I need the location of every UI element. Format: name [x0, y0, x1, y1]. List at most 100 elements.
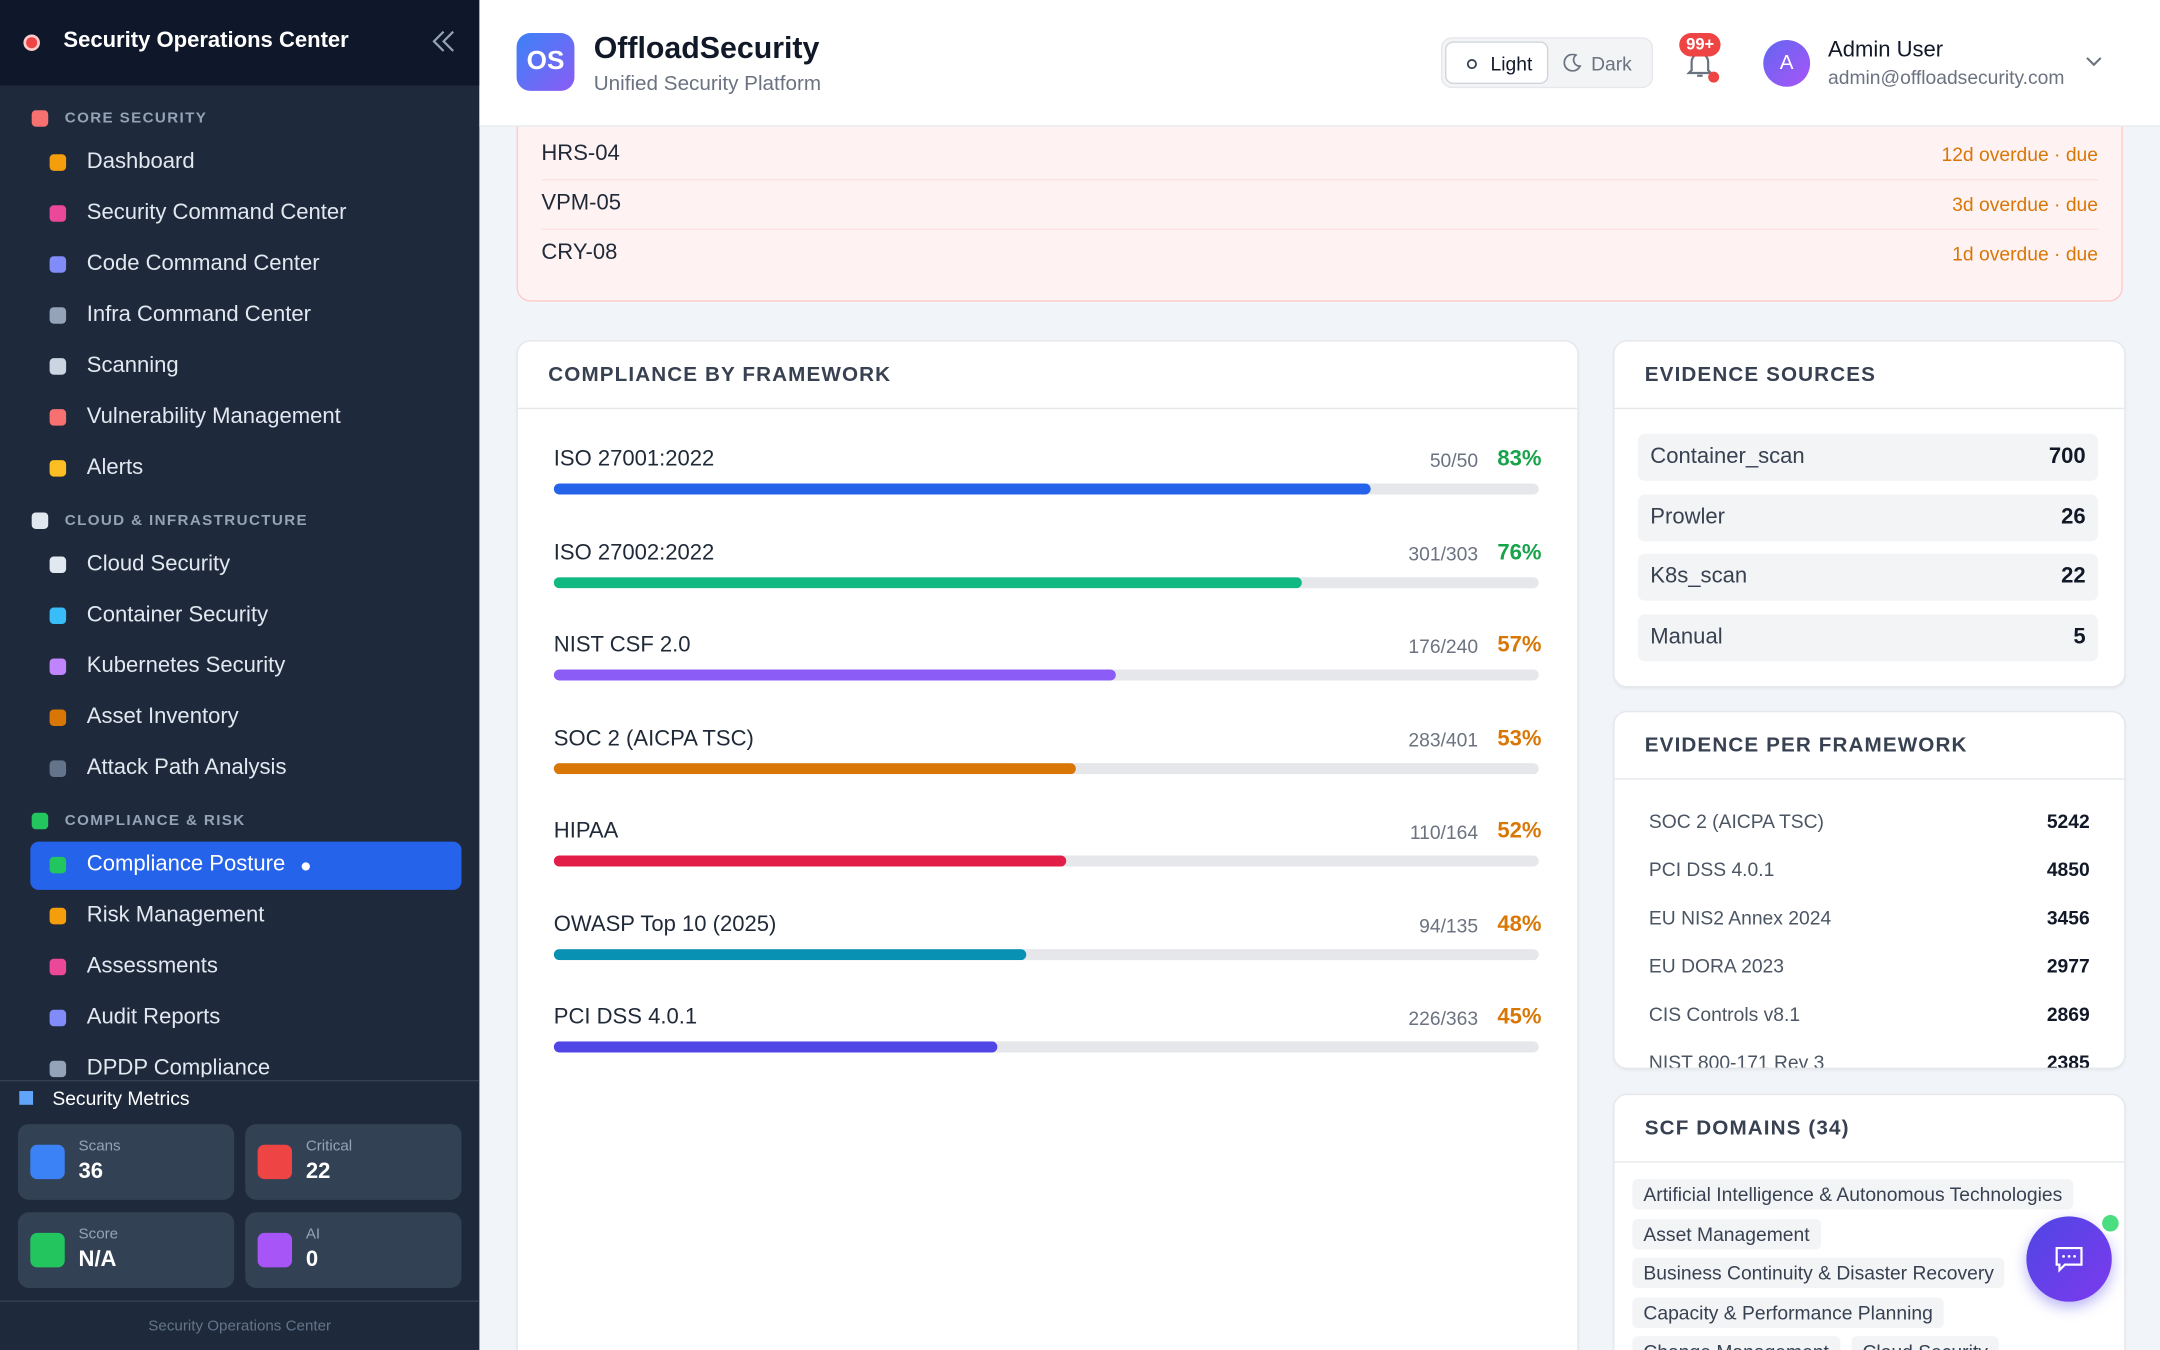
nav-item[interactable]: Code Command Center — [30, 241, 461, 289]
metric-icon — [257, 1144, 293, 1180]
topbar: OS OffloadSecurity Unified Security Plat… — [479, 0, 2160, 127]
sidebar-header — [0, 0, 480, 86]
nav-icon — [49, 307, 67, 324]
progress-bar — [553, 762, 1076, 774]
nav-label: Compliance Posture — [86, 852, 286, 877]
framework-row-value: 2977 — [2046, 954, 2090, 977]
nav-label: Vulnerability Management — [86, 404, 341, 429]
framework-name: SOC 2 (AICPA TSC) — [553, 726, 754, 751]
logo-icon — [23, 34, 40, 51]
framework-count: 226/363 — [1408, 1006, 1479, 1030]
nav-label: Container Security — [86, 603, 269, 627]
nav-item[interactable]: Risk Management — [30, 893, 461, 941]
notification-badge: 99+ — [1679, 33, 1722, 57]
nav-item[interactable]: Assessments — [30, 944, 461, 992]
nav: CORE SECURITY Dashboard Security Command C… — [0, 85, 479, 1077]
collapse-button[interactable] — [430, 29, 458, 54]
framework-name: ISO 27002:2022 — [553, 540, 715, 565]
progress-track — [553, 669, 1539, 681]
divider — [0, 1080, 480, 1082]
framework-percent: 48% — [1497, 912, 1542, 937]
domain-tag[interactable]: Business Continuity & Disaster Recovery — [1632, 1257, 2005, 1289]
nav-item[interactable]: Infra Command Center — [30, 292, 461, 340]
domain-tag[interactable]: Capacity & Performance Planning — [1632, 1296, 1944, 1328]
nav-label: Risk Management — [86, 903, 265, 928]
framework-count: 110/164 — [1409, 821, 1479, 844]
nav-item[interactable]: Kubernetes Security — [30, 643, 461, 691]
metric-icon — [30, 1232, 65, 1268]
framework-row-value: 5242 — [2046, 809, 2090, 833]
card-header — [1614, 342, 2125, 410]
nav-item[interactable]: DPDP Compliance — [30, 1046, 461, 1078]
metric-label: Score — [78, 1226, 119, 1243]
progress-bar — [553, 669, 1116, 681]
section-icon — [31, 812, 49, 830]
progress-track — [553, 1041, 1539, 1053]
metric-card: Critical 22 — [245, 1124, 462, 1200]
overdue-id: VPM-05 — [541, 191, 621, 215]
metric-card: AI 0 — [245, 1212, 462, 1289]
light-button[interactable]: Light — [1445, 41, 1549, 85]
nav-item[interactable]: Cloud Security — [30, 541, 461, 589]
domain-tag[interactable]: Asset Management — [1632, 1218, 1821, 1249]
chat-button[interactable] — [2026, 1216, 2112, 1302]
nav-item[interactable]: Asset Inventory — [30, 694, 461, 742]
card-header — [1614, 712, 2125, 780]
nav-label: DPDP Compliance — [86, 1056, 271, 1078]
progress-track — [553, 483, 1539, 495]
progress-bar — [553, 948, 1027, 960]
framework-row-name: PCI DSS 4.0.1 — [1648, 858, 1775, 881]
nav-item[interactable]: Alerts — [30, 445, 461, 493]
nav-icon — [49, 658, 67, 675]
card-title: COMPLIANCE BY FRAMEWORK — [548, 362, 892, 387]
nav-icon — [49, 205, 67, 222]
nav-item[interactable]: Scanning — [30, 343, 461, 391]
framework-row-value: 2385 — [2046, 1051, 2090, 1069]
framework-row-name: EU NIS2 Annex 2024 — [1648, 906, 1832, 929]
user-menu-chevron[interactable] — [2084, 55, 2103, 69]
user-name: Admin User — [1828, 38, 1944, 62]
nav-item[interactable]: Compliance Posture — [30, 841, 462, 890]
sidebar: Security Operations Center CORE SECURITY… — [0, 0, 480, 1350]
domain-tag[interactable]: Cloud Security — [1851, 1336, 1999, 1350]
section-title: CLOUD & INFRASTRUCTURE — [64, 512, 309, 529]
card-header — [517, 342, 1578, 410]
framework-count: 50/50 — [1429, 449, 1479, 472]
domain-tag[interactable]: Change Management — [1632, 1336, 1840, 1350]
nav-item[interactable]: Security Command Center — [30, 190, 461, 238]
section-icon — [31, 110, 49, 127]
nav-item[interactable]: Vulnerability Management — [30, 394, 461, 442]
overdue-status: 3d overdue · due — [1952, 192, 2099, 215]
sidebar-title: Security Operations Center — [63, 28, 349, 53]
light-label: Light — [1490, 52, 1533, 75]
metric-value: 22 — [305, 1159, 331, 1184]
framework-count: 94/135 — [1419, 914, 1479, 937]
nav-item[interactable]: Audit Reports — [30, 995, 461, 1043]
framework-row-value: 4850 — [2046, 858, 2090, 881]
dark-button[interactable]: Dark — [1550, 41, 1649, 84]
framework-name: ISO 27001:2022 — [553, 447, 715, 472]
theme-toggle: Light Dark — [1440, 37, 1654, 89]
nav-label: Security Command Center — [86, 201, 347, 225]
framework-row-name: SOC 2 (AICPA TSC) — [1648, 809, 1824, 833]
card-title: SCF DOMAINS (34) — [1644, 1116, 1850, 1140]
nav-item[interactable]: Container Security — [30, 592, 461, 640]
metric-label: Critical — [305, 1137, 353, 1155]
section-icon — [31, 512, 49, 529]
source-name: Prowler — [1650, 504, 1726, 529]
source-row: Prowler 26 — [1637, 493, 2099, 541]
brand-subtitle: Unified Security Platform — [593, 72, 822, 96]
source-row: Manual 5 — [1637, 613, 2099, 661]
nav-item[interactable]: Dashboard — [30, 139, 461, 187]
nav-icon — [49, 154, 67, 171]
domain-tag[interactable]: Artificial Intelligence & Autonomous Tec… — [1632, 1179, 2074, 1210]
metric-icon — [257, 1232, 293, 1268]
evidence-per-framework-card: EVIDENCE PER FRAMEWORK SOC 2 (AICPA TSC)… — [1613, 710, 2126, 1069]
framework-name: NIST CSF 2.0 — [553, 633, 691, 658]
metrics-icon — [19, 1091, 34, 1105]
nav-item[interactable]: Attack Path Analysis — [30, 745, 461, 793]
nav-label: Assessments — [86, 954, 218, 979]
avatar[interactable]: A — [1763, 39, 1811, 87]
